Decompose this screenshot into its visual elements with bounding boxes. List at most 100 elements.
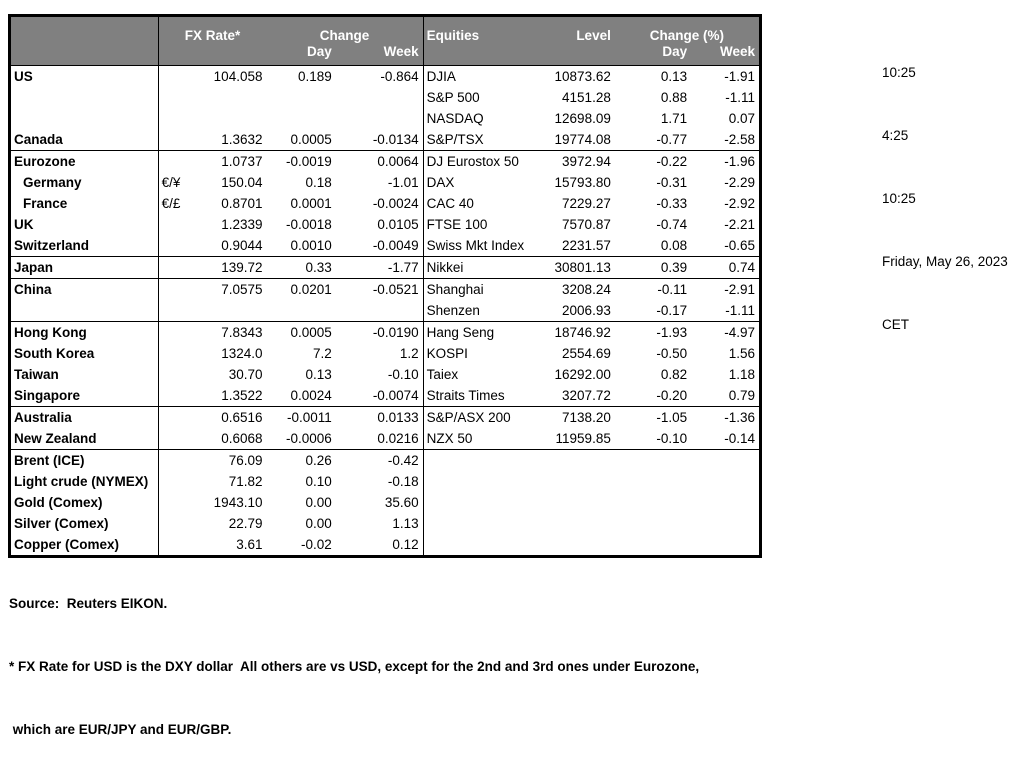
currency-pair-label xyxy=(158,235,190,257)
table-row: Taiwan 30.70 0.13 -0.10 Taiex 16292.00 0… xyxy=(9,364,761,385)
header-row-1: FX Rate* Change Equities Level Change (%… xyxy=(9,15,761,44)
fx-change-week-value: 0.0216 xyxy=(335,428,424,450)
table-row: US 104.058 0.189 -0.864 DJIA 10873.62 0.… xyxy=(9,65,761,87)
equity-week-header: Week xyxy=(691,44,761,66)
equity-change-day-value: 1.71 xyxy=(660,110,688,126)
fx-change-day-value: 0.0001 xyxy=(290,195,332,211)
equity-change-week-value: -0.14 xyxy=(691,428,761,450)
fx-rate-value: 0.9044 xyxy=(189,235,267,257)
equity-change-day-value: -0.20 xyxy=(614,385,692,407)
equity-change-day-value: -0.11 xyxy=(657,281,688,297)
currency-pair-label xyxy=(158,214,189,235)
equity-change-day-value: -0.17 xyxy=(614,300,692,322)
fx-day-header: Day xyxy=(266,44,336,66)
equity-change-day-value: -0.77 xyxy=(614,129,692,151)
equity-index-label xyxy=(422,534,545,557)
equity-index-label: Nikkei xyxy=(422,256,545,279)
fx-rate-value: 1324.0 xyxy=(221,345,263,361)
currency-pair-label xyxy=(158,513,189,534)
equity-index-label: Shenzen xyxy=(422,300,545,322)
equity-change-day-value: -1.05 xyxy=(656,409,688,425)
currency-pair-label xyxy=(158,364,189,385)
equity-change-day-value: 0.08 xyxy=(614,235,692,257)
equities-subheader-spacer xyxy=(422,44,545,66)
fx-change-week-value: 0.12 xyxy=(392,536,419,552)
fx-change-day-value: 0.0024 xyxy=(266,385,336,407)
region-label: Taiwan xyxy=(9,364,159,385)
fx-change-day-value: 0.33 xyxy=(266,256,336,279)
equity-index-label: FTSE 100 xyxy=(422,214,545,235)
table-row: Gold (Comex) 1943.10 0.00 35.60 xyxy=(9,492,761,513)
fx-rate-value xyxy=(189,300,267,322)
equity-change-week-value xyxy=(691,471,760,492)
fx-rate-value: 76.09 xyxy=(228,452,263,468)
region-label: Eurozone xyxy=(9,150,159,172)
table-row: Hong Kong 7.8343 0.0005 -0.0190 Hang Sen… xyxy=(9,321,761,343)
table-row: Singapore 1.3522 0.0024 -0.0074 Straits … xyxy=(9,385,761,407)
region-label: Germany xyxy=(9,172,159,193)
fx-rate-subheader-spacer xyxy=(158,44,267,66)
fx-change-week-value xyxy=(335,300,424,322)
equity-level-value: 7570.87 xyxy=(562,216,611,232)
region-label: Copper (Comex) xyxy=(9,534,159,557)
equity-level-value: 3208.24 xyxy=(562,281,611,297)
equity-level-value: 2006.93 xyxy=(544,300,615,322)
equity-change-day-value xyxy=(615,450,691,472)
fx-change-week-value: -1.01 xyxy=(387,174,419,190)
equity-index-label: DJIA xyxy=(422,65,545,87)
region-label xyxy=(9,300,159,322)
fx-rate-value: 1.2339 xyxy=(221,216,263,232)
table-row: S&P 500 4151.28 0.88 -1.11 xyxy=(9,87,761,108)
fx-change-day-value: -0.0006 xyxy=(266,428,336,450)
equity-index-label: DAX xyxy=(422,172,545,193)
fx-rate-value: 71.82 xyxy=(228,473,263,489)
fx-week-header: Week xyxy=(335,44,424,66)
region-label: Light crude (NYMEX) xyxy=(9,471,159,492)
equity-index-label: NASDAQ xyxy=(422,108,545,129)
currency-pair-label xyxy=(158,151,189,173)
currency-pair-label xyxy=(158,279,189,301)
corner-cell xyxy=(9,15,159,44)
table-row: Canada 1.3632 0.0005 -0.0134 S&P/TSX 197… xyxy=(9,129,761,151)
equity-change-week-value xyxy=(691,450,760,472)
financial-report-page: { "colors": { "header_bg": "#808080", "h… xyxy=(8,14,1008,737)
fx-footnote-line2: which are EUR/JPY and EUR/GBP. xyxy=(9,722,232,737)
currency-pair-label xyxy=(158,492,189,513)
equity-level-value: 7138.20 xyxy=(562,409,611,425)
date-line: Friday, May 26, 2023 xyxy=(882,254,1008,269)
equity-level-value: 12698.09 xyxy=(554,110,611,126)
fx-change-day-value: 0.00 xyxy=(305,515,332,531)
fx-rate-value: 30.70 xyxy=(228,366,263,382)
fx-change-week-value: -0.0074 xyxy=(335,385,424,407)
equity-change-week-value: -1.91 xyxy=(724,68,755,84)
region-label xyxy=(9,108,159,129)
equity-change-week-value: -2.29 xyxy=(724,174,755,190)
level-header: Level xyxy=(544,15,615,44)
table-header: FX Rate* Change Equities Level Change (%… xyxy=(9,15,761,66)
fx-change-week-value: 1.2 xyxy=(399,345,419,361)
fx-rate-value: 150.04 xyxy=(221,174,263,190)
equity-index-label: Taiex xyxy=(422,364,545,385)
fx-change-week-value: -0.0049 xyxy=(335,235,424,257)
equity-change-day-value: -0.74 xyxy=(656,216,688,232)
fx-rate-value xyxy=(189,87,266,108)
currency-pair-label xyxy=(158,87,189,108)
corner-cell-2 xyxy=(9,44,159,66)
time-line-3: 10:25 xyxy=(882,191,916,206)
equity-level-value xyxy=(545,450,615,472)
currency-pair-label xyxy=(158,108,189,129)
currency-pair-label xyxy=(158,450,189,472)
equity-change-day-value: -0.10 xyxy=(614,428,692,450)
equity-change-week-value: -1.36 xyxy=(724,409,755,425)
equity-change-week-value xyxy=(691,492,760,513)
region-label: Canada xyxy=(9,129,159,151)
equity-change-week-value: -2.92 xyxy=(724,195,755,211)
table-row: Germany €/¥ 150.04 0.18 -1.01 DAX 15793.… xyxy=(9,172,761,193)
table-row: Brent (ICE) 76.09 0.26 -0.42 xyxy=(9,449,761,472)
equity-change-day-value xyxy=(615,513,691,534)
equity-change-week-value: -0.65 xyxy=(691,235,761,257)
header-row-2: Day Week Day Week xyxy=(9,44,761,66)
equity-index-label: CAC 40 xyxy=(422,193,545,214)
equity-index-label: S&P/ASX 200 xyxy=(422,406,545,428)
fx-rate-value: 7.8343 xyxy=(221,324,263,340)
